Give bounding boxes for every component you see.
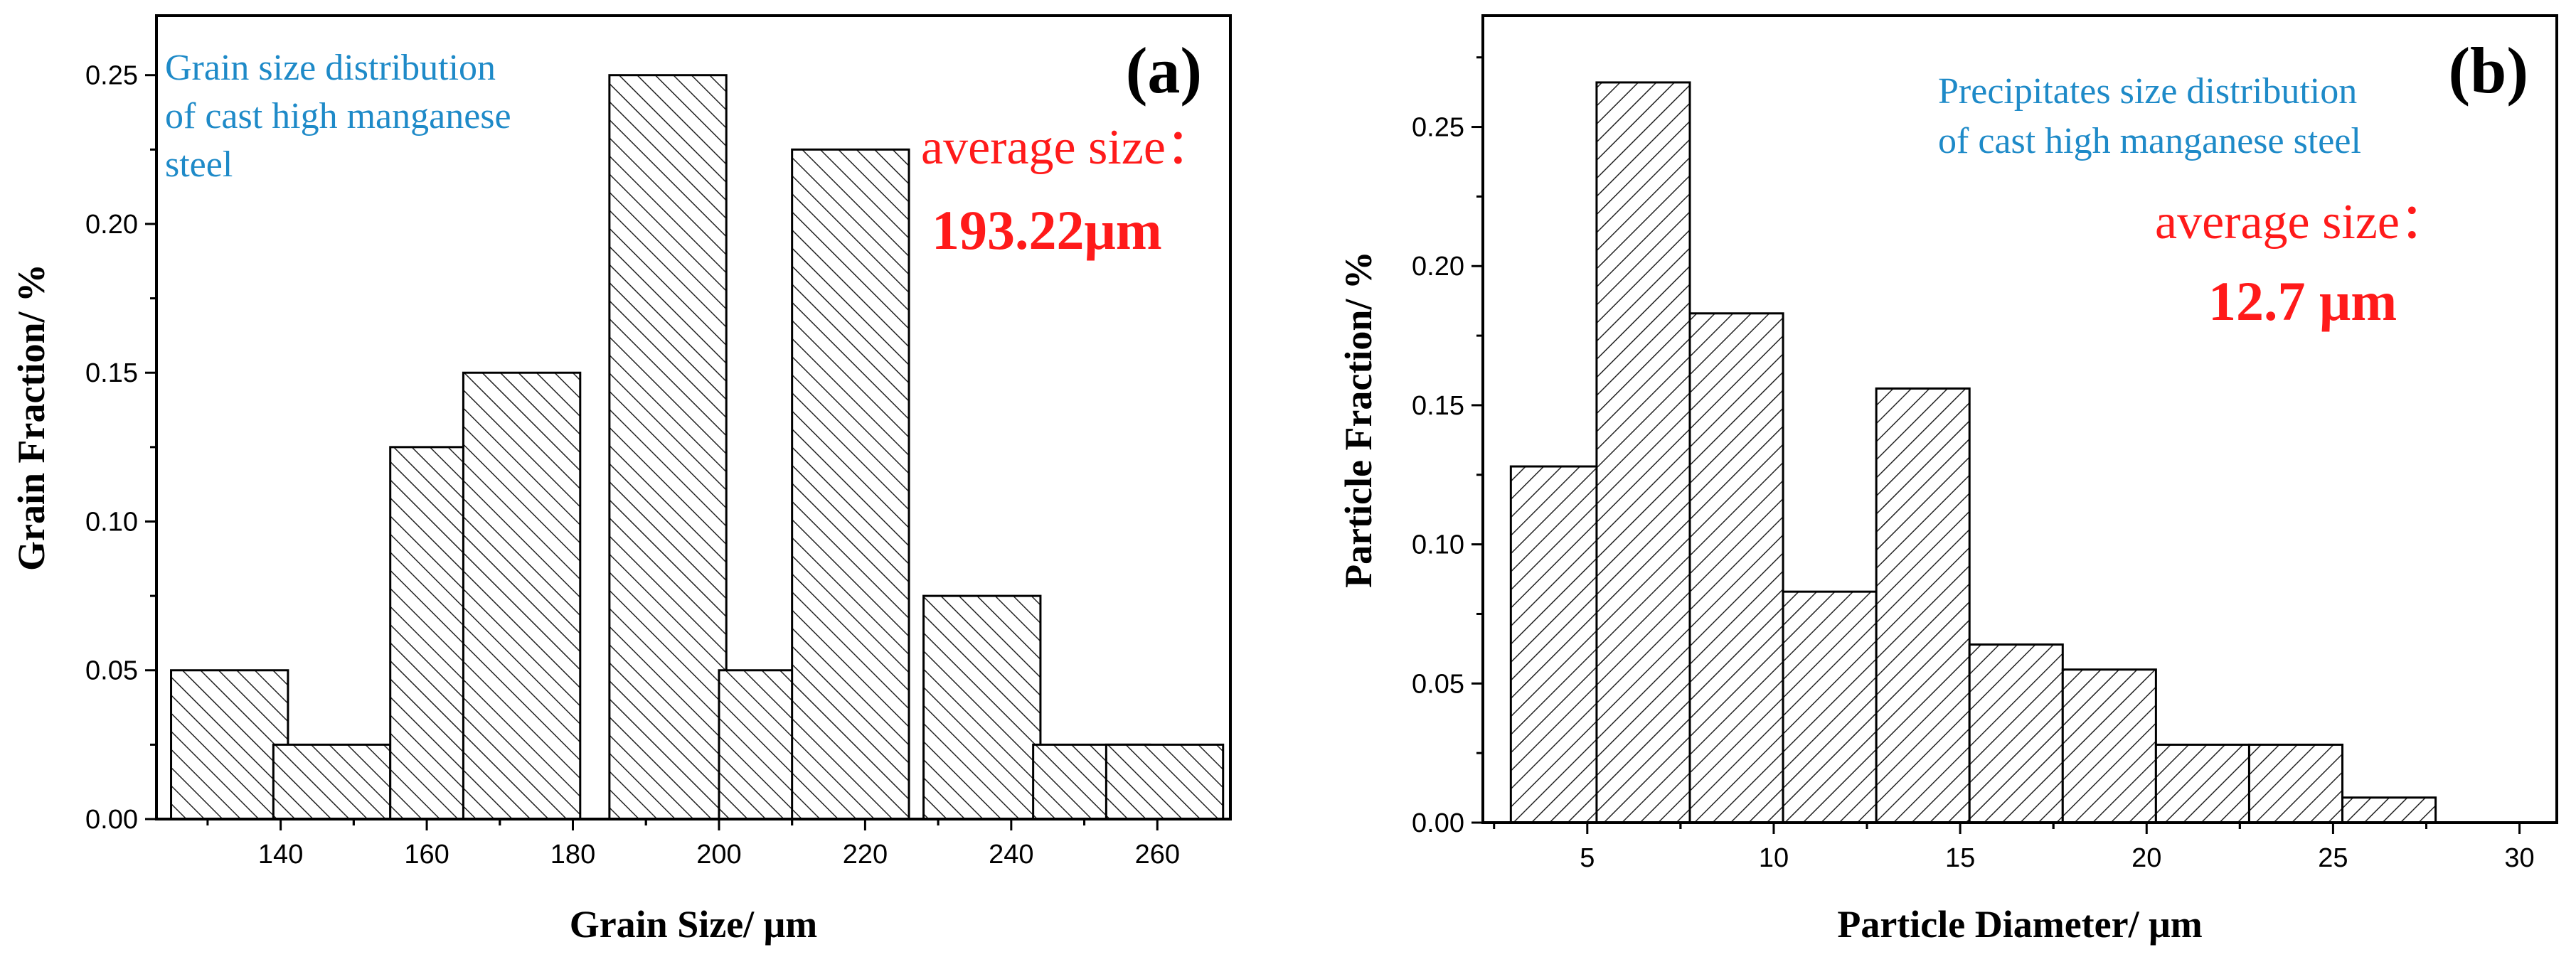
panel-a-bar-7 (791, 148, 910, 820)
panel-a-x-tick-label: 220 (843, 840, 888, 870)
panel-b-average-label: average size： (2155, 195, 2449, 250)
panel-b-ticks: 5 10 15 20 25 30 0.00 0.05 0.10 0.15 0.20 0.25 (1412, 56, 2535, 873)
panel-a-bar-4 (462, 371, 582, 820)
panel-b-y-tick-label: 0.00 (1412, 808, 1464, 838)
panel-a-bar-5 (608, 74, 728, 820)
panel-b-x-tick-label: 30 (2504, 843, 2534, 873)
panel-b-bars (1509, 81, 2437, 824)
panel-a-desc-line-1: Grain size distribution (165, 48, 496, 88)
panel-b-bar-5 (1875, 387, 1971, 824)
panel-a-y-tick-label: 0.15 (85, 358, 138, 388)
panel-b-desc-line-1: Precipitates size distribution (1938, 71, 2357, 112)
panel-a-bar-2 (272, 743, 392, 820)
panel-b-y-tick-label: 0.15 (1412, 391, 1464, 421)
panel-b-x-tick-label: 20 (2131, 843, 2161, 873)
panel-a-label: (a) (1126, 34, 1202, 107)
panel-b-bar-9 (2247, 743, 2344, 824)
panel-a-y-tick-label: 0.10 (85, 507, 138, 537)
panel-a-y-axis-title: Grain Fraction/ % (10, 264, 53, 571)
panel-b-bar-6 (1968, 643, 2064, 824)
panel-b-x-tick-label: 5 (1580, 843, 1595, 873)
panel-b-x-tick-label: 15 (1945, 843, 1975, 873)
panel-a-x-tick-label: 260 (1135, 840, 1180, 870)
panel-b-y-tick-label: 0.20 (1412, 252, 1464, 282)
panel-a-x-tick-label: 140 (258, 840, 303, 870)
panel-a-desc-line-3: steel (165, 144, 233, 185)
panel-a-grain-size: 140 160 180 200 220 240 260 0.00 0.05 0.10 0.15 0.2… (10, 14, 1232, 946)
panel-b-desc-line-2: of cast high manganese steel (1938, 121, 2361, 161)
panel-b-bar-4 (1782, 590, 1878, 824)
panel-a-x-axis-title: Grain Size/ μm (570, 903, 818, 946)
panel-b-y-tick-label: 0.10 (1412, 530, 1464, 560)
panel-a-x-tick-label: 200 (696, 840, 741, 870)
panel-b-y-tick-label: 0.25 (1412, 113, 1464, 143)
panel-a-y-tick-label: 0.25 (85, 61, 138, 91)
panel-a-x-tick-label: 240 (989, 840, 1033, 870)
panel-a-frame (155, 14, 1232, 820)
panel-a-ticks: 140 160 180 200 220 240 260 0.00 0.05 0.10 0.15 0.2… (85, 61, 1180, 870)
panel-a-average-value: 193.22μm (932, 199, 1162, 261)
panel-b-x-tick-label: 10 (1759, 843, 1789, 873)
panel-b-bar-1 (1509, 465, 1605, 824)
panel-b-x-axis-title: Particle Diameter/ μm (1837, 903, 2202, 946)
panel-b-average-value: 12.7 μm (2208, 270, 2397, 332)
panel-b-y-tick-label: 0.05 (1412, 669, 1464, 699)
panel-a-y-tick-label: 0.05 (85, 656, 138, 686)
panel-a-average-label: average size： (921, 120, 1215, 175)
panel-a-bar-1 (170, 669, 289, 820)
panel-a-y-tick-label: 0.20 (85, 210, 138, 240)
panel-a-bar-8 (922, 594, 1042, 820)
panel-b-bar-8 (2154, 743, 2250, 824)
panel-b-bar-7 (2061, 668, 2157, 824)
panel-a-bar-10 (1105, 743, 1225, 820)
panel-b-x-tick-label: 25 (2318, 843, 2348, 873)
panel-b-y-axis-title: Particle Fraction/ % (1337, 251, 1380, 588)
panel-a-x-tick-label: 180 (550, 840, 595, 870)
panel-a-desc-line-2: of cast high manganese (165, 96, 511, 137)
panel-a-bars (170, 74, 1225, 820)
panel-b-frame (1481, 14, 2558, 824)
panel-b-bar-10 (2341, 796, 2437, 824)
panel-a-x-tick-label: 160 (404, 840, 449, 870)
panel-b-bar-2 (1595, 81, 1691, 824)
panel-b-particle-size: 5 10 15 20 25 300.000.050.100.150.200.25 (b) … (1337, 14, 2558, 946)
panel-b-bar-3 (1688, 312, 1784, 824)
panel-a-y-tick-label: 0.00 (85, 805, 138, 835)
panel-b-label: (b) (2449, 34, 2528, 107)
